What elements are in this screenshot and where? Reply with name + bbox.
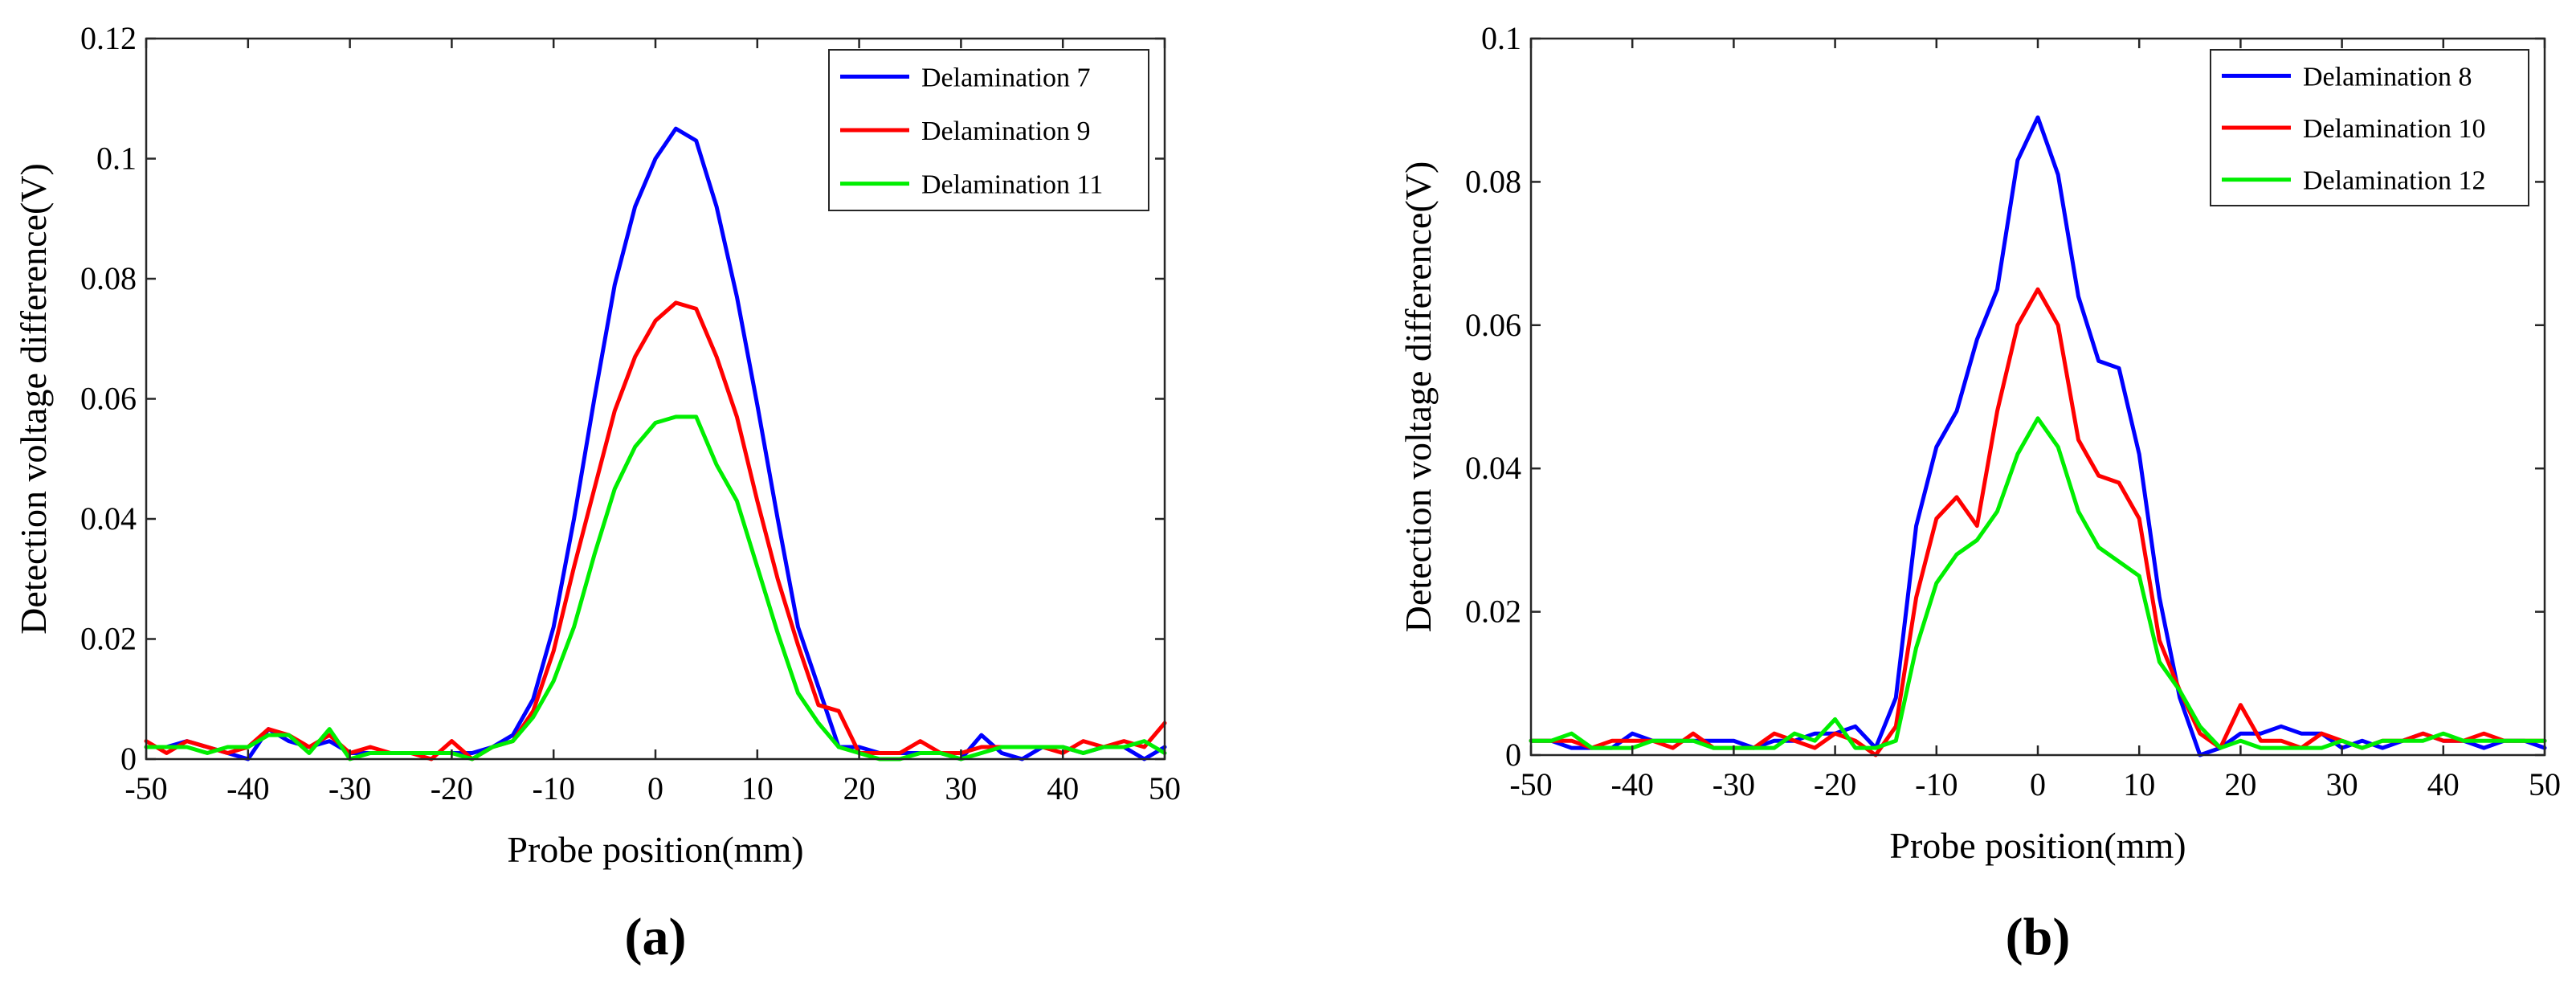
y-tick-label: 0.1 — [96, 141, 137, 177]
x-tick-label: 40 — [1047, 770, 1079, 806]
y-axis-label: Detection voltage difference(V) — [1398, 161, 1439, 633]
legend-label: Delamination 9 — [921, 116, 1091, 146]
y-tick-label: 0.06 — [1465, 307, 1521, 343]
series-line-delamination-10 — [1529, 287, 2547, 757]
x-tick-label: 0 — [2030, 766, 2046, 802]
x-axis-label: Probe position(mm) — [507, 829, 803, 870]
x-tick-label: 50 — [2529, 766, 2561, 802]
chart-panel-b: -50 -40 -30 -20 -10 0 10 20 30 40 50 0 0.02 0.04 0.06 0… — [1398, 20, 2561, 966]
x-tick-label: -50 — [125, 770, 167, 806]
series-line-delamination-8 — [1529, 115, 2547, 757]
series-line-delamination-9 — [144, 300, 1167, 761]
x-tick-label: 20 — [2224, 766, 2256, 802]
y-tick-label: 0.12 — [80, 20, 137, 56]
x-tick-label: -30 — [329, 770, 371, 806]
series-line-delamination-12 — [1529, 416, 2547, 750]
x-tick-label: -40 — [227, 770, 269, 806]
y-tick-label: 0 — [1505, 737, 1521, 773]
x-tick-label: 10 — [2123, 766, 2155, 802]
x-tick-label: -20 — [1814, 766, 1856, 802]
series-line-delamination-7 — [144, 126, 1167, 761]
x-tick-label: -30 — [1713, 766, 1755, 802]
x-tick-label: -50 — [1509, 766, 1552, 802]
y-tick-label: 0.04 — [1465, 450, 1521, 486]
legend: Delamination 7 Delamination 9 Delamination… — [828, 49, 1149, 211]
chart-panel-a: -50 -40 -30 -20 -10 0 10 20 30 40 50 0 0.02 0.04 0.06 0… — [13, 20, 1181, 966]
x-tick-label: -40 — [1611, 766, 1654, 802]
y-tick-label: 0.06 — [80, 381, 137, 417]
x-tick-label: 40 — [2427, 766, 2460, 802]
legend-label: Delamination 12 — [2303, 166, 2486, 196]
legend-label: Delamination 10 — [2303, 114, 2486, 144]
x-tick-label: 50 — [1149, 770, 1181, 806]
series-line-delamination-11 — [144, 414, 1167, 761]
x-tick-label: 20 — [843, 770, 876, 806]
y-tick-label: 0.08 — [80, 260, 137, 296]
x-tick-label: 30 — [2326, 766, 2358, 802]
x-tick-label: -20 — [431, 770, 473, 806]
panel-label: (b) — [2006, 908, 2071, 966]
legend-label: Delamination 11 — [921, 170, 1103, 200]
legend-label: Delamination 8 — [2303, 62, 2472, 92]
legend: Delamination 8 Delamination 10 Delaminatio… — [2210, 49, 2529, 206]
y-axis-label: Detection voltage difference(V) — [13, 163, 54, 635]
y-tick-label: 0.1 — [1481, 20, 1521, 56]
x-tick-label: 30 — [945, 770, 977, 806]
x-tick-label: -10 — [533, 770, 575, 806]
y-tick-label: 0.04 — [80, 500, 137, 537]
y-tick-label: 0 — [120, 741, 137, 777]
y-tick-label: 0.02 — [1465, 594, 1521, 630]
legend-label: Delamination 7 — [921, 63, 1091, 92]
panel-label: (a) — [625, 908, 687, 966]
x-tick-label: -10 — [1915, 766, 1958, 802]
y-tick-label: 0.02 — [80, 621, 137, 657]
x-tick-label: 10 — [741, 770, 774, 806]
x-tick-label: 0 — [647, 770, 663, 806]
y-tick-label: 0.08 — [1465, 163, 1521, 199]
x-axis-label: Probe position(mm) — [1889, 825, 2186, 866]
